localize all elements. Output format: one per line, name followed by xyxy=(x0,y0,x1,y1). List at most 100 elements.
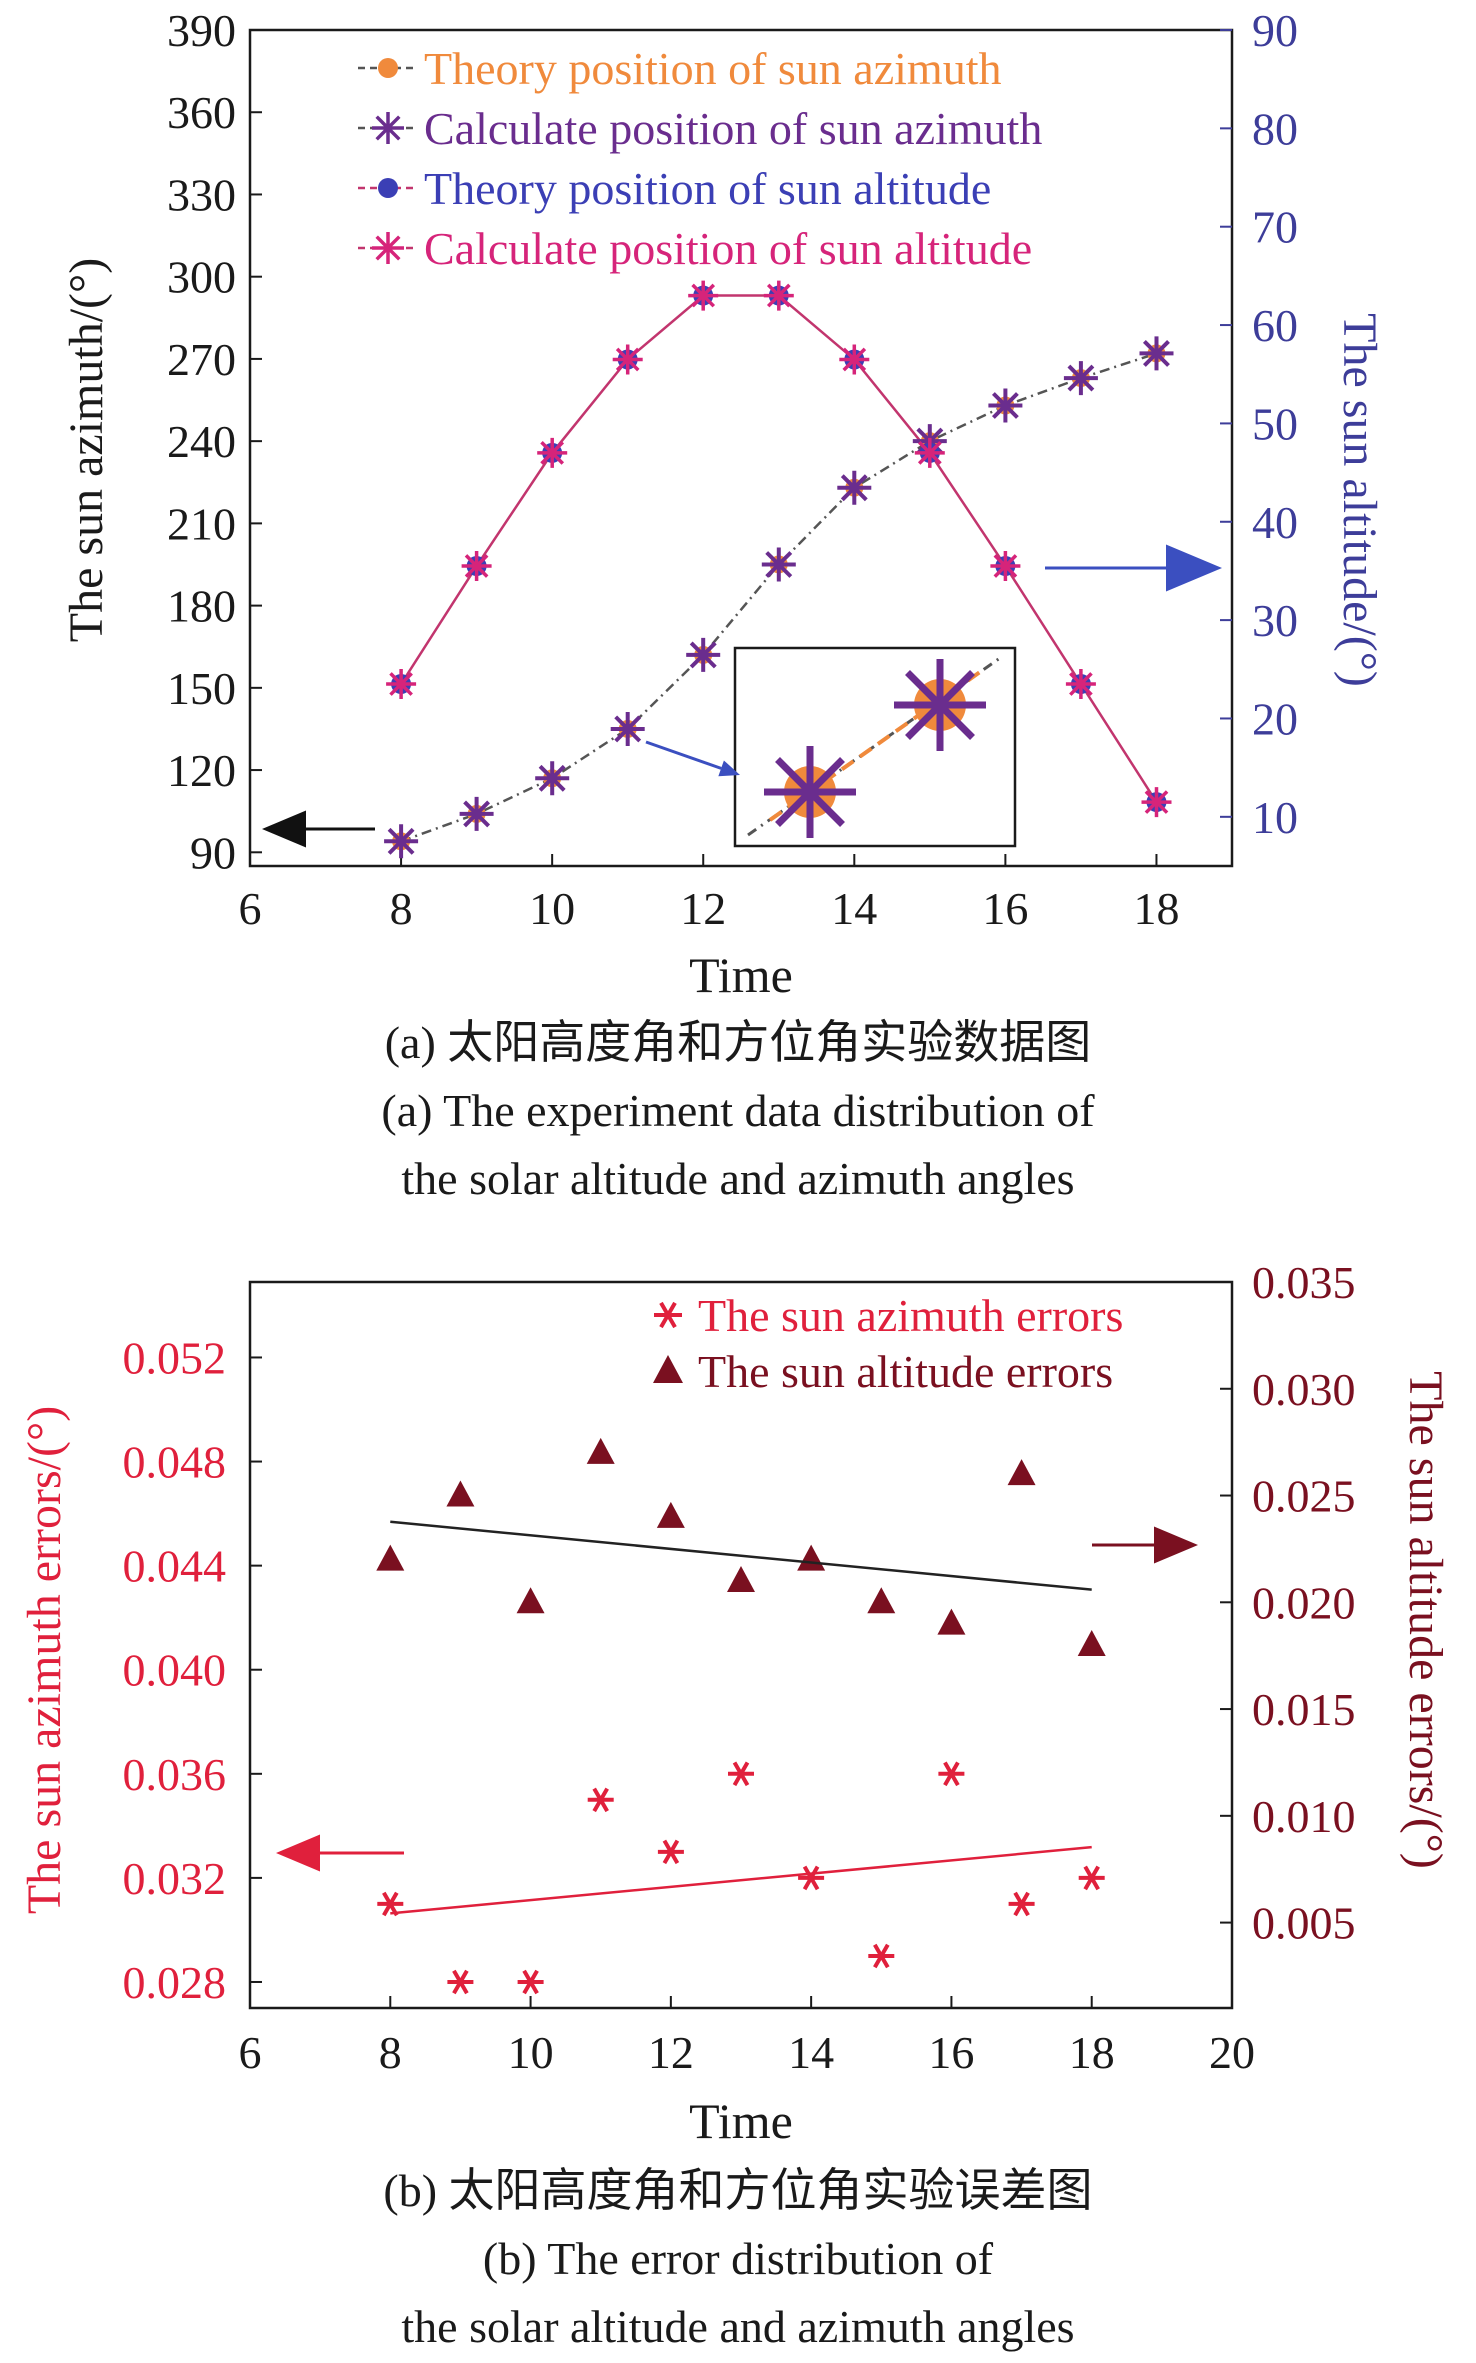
azimuth-error-point xyxy=(1008,1891,1035,1917)
left-axis-arrow-b-head xyxy=(276,1834,320,1872)
x-tick-label-a: 10 xyxy=(529,883,575,934)
y-tick-label-left-b: 0.044 xyxy=(123,1541,227,1592)
legend-marker-a xyxy=(378,58,398,78)
y-tick-label-right-a: 80 xyxy=(1252,103,1298,154)
y-tick-label-left-a: 330 xyxy=(167,169,236,220)
y-tick-label-left-a: 300 xyxy=(167,252,236,303)
altitude-calc-point xyxy=(461,551,492,581)
x-axis-label-b: Time xyxy=(689,2093,793,2149)
x-tick-label-a: 12 xyxy=(680,883,726,934)
legend-label-a: Theory position of sun azimuth xyxy=(424,43,1001,94)
altitude-error-point xyxy=(797,1544,826,1571)
altitude-error-point xyxy=(586,1437,615,1464)
x-tick-label-b: 12 xyxy=(648,2027,694,2078)
x-tick-label-b: 10 xyxy=(508,2027,554,2078)
zoom-pointer-arrow-head xyxy=(718,760,740,777)
x-tick-label-a: 18 xyxy=(1133,883,1179,934)
x-tick-label-a: 14 xyxy=(831,883,877,934)
y-tick-label-right-a: 10 xyxy=(1252,792,1298,843)
y-tick-label-left-a: 360 xyxy=(167,87,236,138)
x-axis-label-a: Time xyxy=(689,947,793,1003)
altitude-calc-point xyxy=(1065,669,1096,699)
azimuth-error-point xyxy=(657,1839,684,1865)
left-axis-arrow-a-head xyxy=(262,810,306,848)
legend-marker-altitude-error xyxy=(653,1355,683,1383)
altitude-calc-point xyxy=(386,669,417,699)
zoom-inset-calc-point xyxy=(894,659,986,751)
altitude-error-point xyxy=(1077,1630,1106,1656)
altitude-calc-point xyxy=(688,280,719,311)
azimuth-error-point xyxy=(377,1891,404,1917)
caption-b-english-line1: (b) The error distribution of xyxy=(482,2233,994,2284)
x-tick-label-b: 18 xyxy=(1069,2027,1115,2078)
y-tick-label-right-a: 30 xyxy=(1252,595,1298,646)
legend-marker-azimuth-error xyxy=(654,1301,682,1329)
altitude-calc-point xyxy=(839,344,870,375)
y-tick-label-right-b: 0.030 xyxy=(1252,1364,1356,1415)
altitude-calc-point xyxy=(990,551,1021,581)
x-tick-label-b: 6 xyxy=(239,2027,262,2078)
azimuth-calc-point xyxy=(459,796,494,831)
legend-marker-a xyxy=(372,232,404,264)
x-tick-label-b: 8 xyxy=(379,2027,402,2078)
x-tick-label-b: 14 xyxy=(788,2027,834,2078)
y-axis-label-left-b: The sun azimuth errors/(°) xyxy=(18,1406,71,1914)
right-axis-arrow-b-head xyxy=(1154,1526,1198,1564)
x-tick-label-a: 6 xyxy=(239,883,262,934)
legend-label-a: Calculate position of sun azimuth xyxy=(424,103,1042,154)
y-tick-label-left-a: 270 xyxy=(167,334,236,385)
azimuth-error-point xyxy=(728,1761,754,1787)
y-tick-label-right-a: 60 xyxy=(1252,300,1298,351)
altitude-error-point xyxy=(937,1608,966,1635)
x-tick-label-a: 8 xyxy=(390,883,413,934)
caption-a-english-line2: the solar altitude and azimuth angles xyxy=(401,1153,1075,1204)
altitude-error-trend-line xyxy=(390,1520,1092,1591)
y-tick-label-right-a: 50 xyxy=(1252,398,1298,449)
azimuth-error-point xyxy=(587,1787,614,1813)
altitude-calc-point xyxy=(914,437,945,468)
azimuth-calc-point xyxy=(610,712,645,746)
legend-label-azimuth-error: The sun azimuth errors xyxy=(698,1290,1123,1341)
y-tick-label-right-b: 0.010 xyxy=(1252,1791,1356,1842)
altitude-calc-point xyxy=(763,280,794,311)
y-tick-label-left-b: 0.028 xyxy=(123,1957,227,2008)
azimuth-error-point xyxy=(938,1761,965,1787)
altitude-error-point xyxy=(376,1544,405,1571)
y-tick-label-left-b: 0.048 xyxy=(123,1437,227,1488)
y-tick-label-left-a: 150 xyxy=(167,663,236,714)
y-tick-label-right-b: 0.025 xyxy=(1252,1471,1356,1522)
right-axis-arrow-a-head xyxy=(1166,544,1222,592)
legend-marker-a xyxy=(372,112,404,144)
azimuth-calc-point xyxy=(1063,361,1098,396)
azimuth-calc-point xyxy=(384,824,419,859)
y-tick-label-left-b: 0.036 xyxy=(123,1749,227,1800)
caption-a-chinese: (a) 太阳高度角和方位角实验数据图 xyxy=(384,1017,1092,1068)
y-tick-label-left-a: 120 xyxy=(167,745,236,796)
azimuth-error-trend-line xyxy=(390,1845,1092,1915)
zoom-inset-calc-point xyxy=(764,746,856,838)
y-tick-label-right-a: 70 xyxy=(1252,202,1298,253)
altitude-error-point xyxy=(1007,1459,1036,1486)
y-tick-label-left-b: 0.052 xyxy=(123,1332,227,1383)
y-tick-label-left-a: 240 xyxy=(167,416,236,467)
altitude-calc-point xyxy=(537,437,568,468)
chart-a-experiment-data: 6 8 10 12 14 16 18 90 120 150 180 210 240 270 300 330 36… xyxy=(60,5,1386,1003)
altitude-error-point xyxy=(727,1565,755,1592)
y-tick-label-left-a: 180 xyxy=(167,581,236,632)
altitude-error-point xyxy=(867,1587,896,1614)
y-tick-label-left-a: 390 xyxy=(167,5,236,56)
azimuth-error-point xyxy=(447,1969,474,1995)
plot-frame-a xyxy=(248,28,1234,868)
caption-b-chinese: (b) 太阳高度角和方位角实验误差图 xyxy=(383,2165,1093,2216)
y-tick-label-right-a: 90 xyxy=(1252,5,1298,56)
y-tick-label-right-a: 40 xyxy=(1252,497,1298,548)
y-axis-label-right-a: The sun altitude/(°) xyxy=(1333,313,1386,687)
y-tick-label-left-b: 0.032 xyxy=(123,1853,227,1904)
zoom-pointer-arrow-shaft xyxy=(645,740,722,770)
azimuth-error-point xyxy=(517,1969,544,1995)
azimuth-error-point xyxy=(868,1943,895,1969)
azimuth-calc-point xyxy=(761,547,796,582)
legend-label-a: Calculate position of sun altitude xyxy=(424,223,1032,274)
azimuth-calc-point xyxy=(837,470,872,505)
